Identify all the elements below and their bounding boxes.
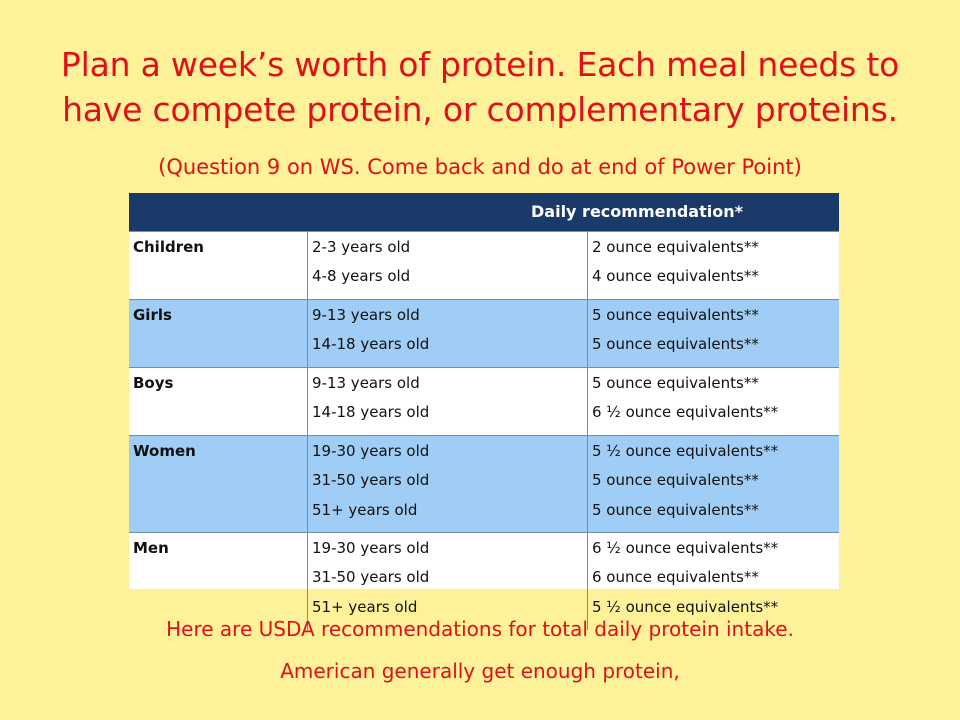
table-group-children: Children 2-3 years old 2 ounce equivalents… xyxy=(129,231,839,300)
category-label: Women xyxy=(133,442,196,460)
daily-amount-cell: 5 ounce equivalents** xyxy=(592,374,759,392)
column-divider xyxy=(307,232,308,300)
age-range-cell: 4-8 years old xyxy=(312,267,411,286)
daily-amount-cell: 6 ½ ounce equivalents** xyxy=(592,539,779,557)
daily-amount-cell: 5 ounce equivalents** xyxy=(592,500,759,519)
daily-amount-cell: 5 ½ ounce equivalents** xyxy=(592,597,779,616)
age-range-cell: 31-50 years old xyxy=(312,568,430,587)
table-group-men: Men 19-30 years old 6 ½ ounce equivalents*… xyxy=(129,532,839,630)
category-label: Children xyxy=(133,238,204,256)
table-header-label: Daily recommendation* xyxy=(531,202,743,221)
daily-amount-cell: 4 ounce equivalents** xyxy=(592,267,759,286)
daily-amount-cell: 5 ounce equivalents** xyxy=(592,306,759,324)
column-divider xyxy=(307,533,308,630)
daily-amount-cell: 5 ½ ounce equivalents** xyxy=(592,442,779,460)
slide-subtitle: (Question 9 on WS. Come back and do at e… xyxy=(158,155,802,179)
age-range-cell: 14-18 years old xyxy=(312,335,430,354)
category-label: Boys xyxy=(133,374,174,392)
column-divider xyxy=(587,232,588,300)
age-range-cell: 9-13 years old xyxy=(312,306,420,324)
age-range-cell: 31-50 years old xyxy=(312,471,430,490)
footer-line-1: Here are USDA recommendations for total … xyxy=(166,617,794,641)
column-divider xyxy=(587,436,588,533)
category-label: Girls xyxy=(133,306,172,324)
age-range-cell: 9-13 years old xyxy=(312,374,420,392)
age-range-cell: 51+ years old xyxy=(312,500,418,519)
column-divider xyxy=(307,368,308,436)
age-range-cell: 19-30 years old xyxy=(312,442,430,460)
slide-title-line-2: have compete protein, or complementary p… xyxy=(62,90,898,129)
column-divider xyxy=(587,300,588,368)
column-divider xyxy=(587,368,588,436)
table-header: Daily recommendation* xyxy=(129,193,839,231)
table-group-women: Women 19-30 years old 5 ½ ounce equivalent… xyxy=(129,435,839,533)
table-group-boys: Boys 9-13 years old 5 ounce equivalents** 1… xyxy=(129,367,839,436)
age-range-cell: 14-18 years old xyxy=(312,403,430,422)
column-divider xyxy=(307,300,308,368)
column-divider xyxy=(587,533,588,630)
category-label: Men xyxy=(133,539,169,557)
age-range-cell: 19-30 years old xyxy=(312,539,430,557)
table-group-girls: Girls 9-13 years old 5 ounce equivalents**… xyxy=(129,299,839,368)
daily-amount-cell: 5 ounce equivalents** xyxy=(592,471,759,490)
footer-line-2: American generally get enough protein, xyxy=(280,659,680,683)
daily-amount-cell: 2 ounce equivalents** xyxy=(592,238,759,256)
daily-amount-cell: 6 ½ ounce equivalents** xyxy=(592,403,779,422)
slide-title-line-1: Plan a week’s worth of protein. Each mea… xyxy=(60,45,900,84)
daily-amount-cell: 5 ounce equivalents** xyxy=(592,335,759,354)
age-range-cell: 2-3 years old xyxy=(312,238,411,256)
protein-recommendation-table: Daily recommendation* Children 2-3 years … xyxy=(129,193,839,630)
slide-title: Plan a week’s worth of protein. Each mea… xyxy=(0,42,960,132)
daily-amount-cell: 6 ounce equivalents** xyxy=(592,568,759,587)
column-divider xyxy=(307,436,308,533)
age-range-cell: 51+ years old xyxy=(312,597,418,616)
